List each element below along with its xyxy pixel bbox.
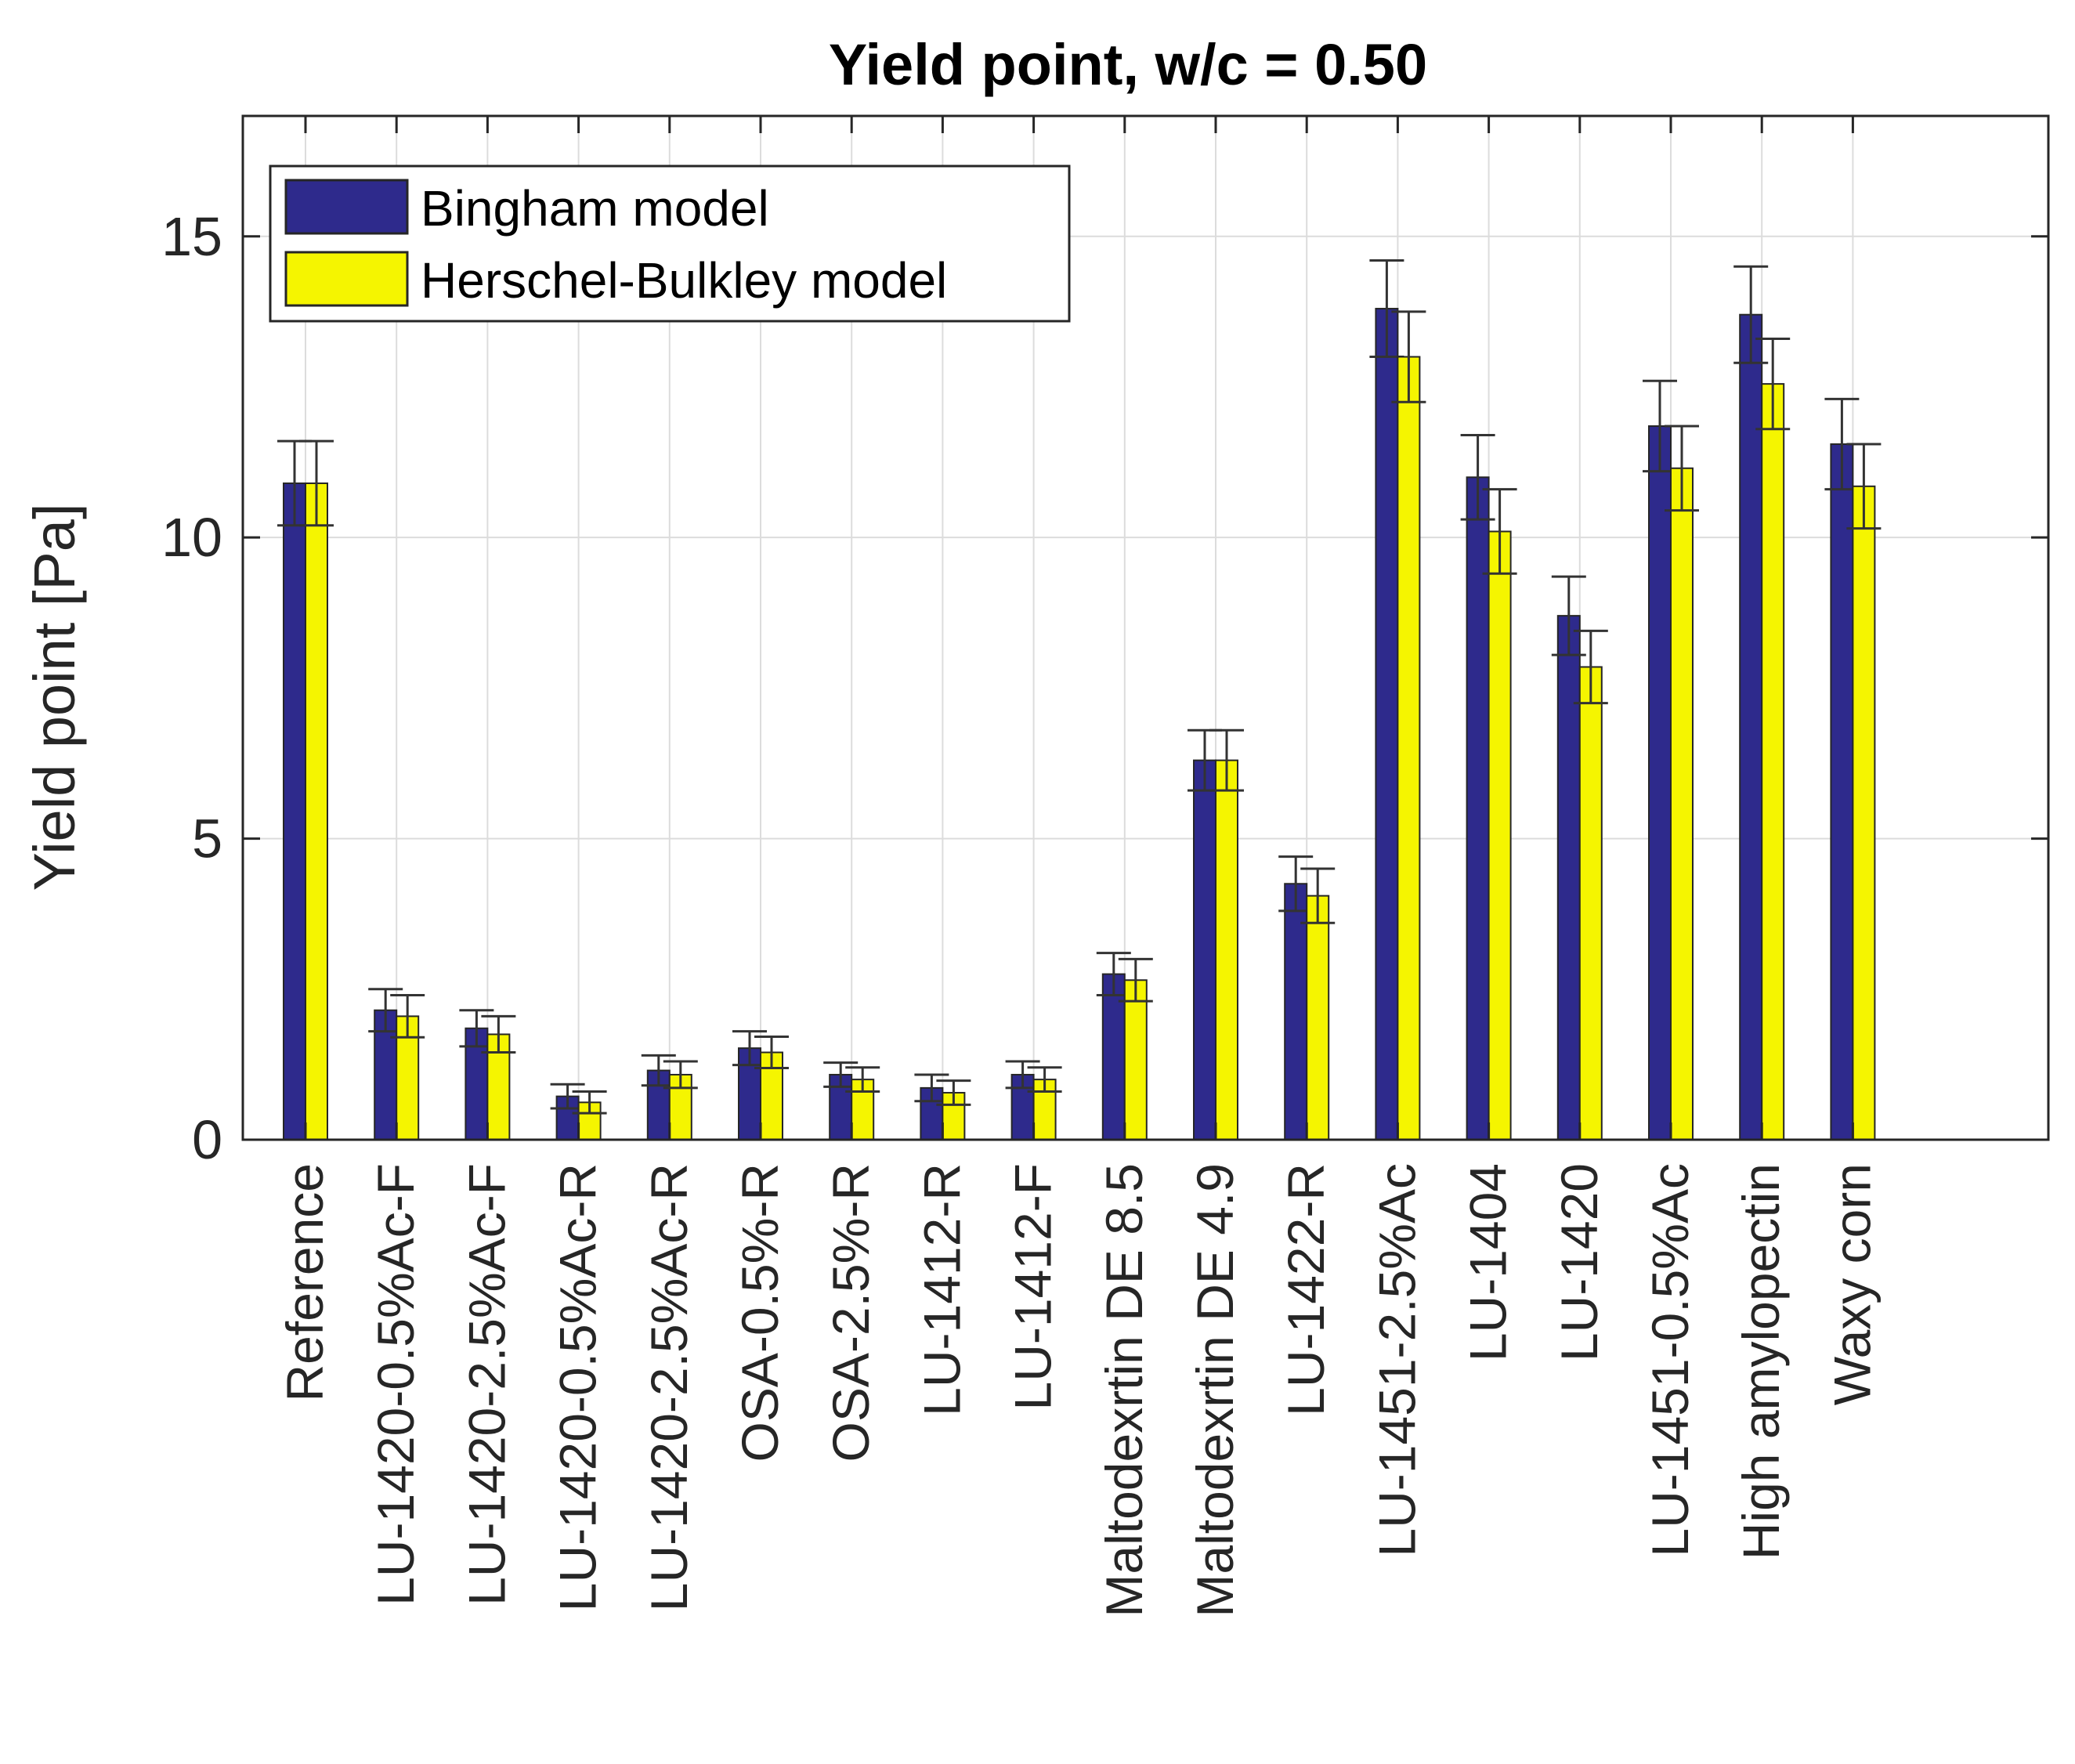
bar-bingham [1648, 425, 1672, 1140]
y-tick-label: 0 [192, 1109, 222, 1170]
error-bar [390, 993, 425, 1039]
x-tick-label: LU-1420 [1550, 1163, 1608, 1361]
error-bar [754, 1036, 789, 1070]
legend-swatch-bingham [284, 179, 409, 235]
x-tick-label: Reference [276, 1163, 334, 1402]
error-bar [299, 439, 334, 527]
bar-herschel-bulkley [1670, 467, 1694, 1140]
x-tick-label: LU-1420-2.5%Ac-R [640, 1163, 698, 1611]
legend-label-herschel-bulkley: Herschel-Bulkley model [421, 252, 947, 309]
x-tick-label: OSA-0.5%-R [731, 1163, 789, 1462]
x-tick-label: LU-1412-R [913, 1163, 971, 1416]
x-tick-label: High amylopectin [1732, 1163, 1790, 1560]
bar-herschel-bulkley [305, 482, 328, 1140]
error-bar [1733, 265, 1769, 364]
y-axis-label: Yield point [Pa] [22, 503, 87, 891]
error-bar [1482, 488, 1517, 575]
legend: Bingham model Herschel-Bulkley model [269, 164, 1071, 323]
error-bar [1573, 629, 1608, 705]
error-bar [1846, 443, 1882, 530]
axes-box [241, 114, 2050, 1141]
error-bar [1460, 433, 1495, 521]
x-tick-label: LU-1422-R [1277, 1163, 1335, 1416]
error-bar [936, 1079, 971, 1106]
x-tick-label: LU-1451-2.5%Ac [1368, 1163, 1426, 1557]
error-bar [1027, 1066, 1062, 1093]
bar-bingham [555, 1095, 580, 1140]
error-bar [1300, 867, 1336, 924]
error-bar [572, 1090, 607, 1115]
x-tick-label: LU-1451-0.5%Ac [1641, 1163, 1699, 1557]
bar-bingham [283, 482, 306, 1140]
bar-herschel-bulkley [1852, 485, 1876, 1140]
error-bar [663, 1060, 698, 1090]
y-tick-label: 5 [192, 808, 222, 869]
error-bar [1209, 728, 1244, 792]
error-bar [1391, 310, 1426, 403]
x-tick-label: OSA-2.5%-R [822, 1163, 880, 1462]
x-tick-label: Waxy corn [1823, 1163, 1881, 1405]
bar-bingham [1830, 443, 1854, 1140]
bar-herschel-bulkley [1761, 383, 1785, 1140]
bar-bingham [1375, 308, 1399, 1140]
bar-bingham [1556, 615, 1581, 1140]
bar-herschel-bulkley [1488, 530, 1512, 1140]
bar-herschel-bulkley [1123, 979, 1148, 1140]
y-tick-label: 10 [161, 507, 222, 568]
error-bar [481, 1014, 516, 1054]
axes-layer [241, 114, 2050, 1141]
bar-herschel-bulkley [1215, 759, 1238, 1140]
bar-bingham [1101, 973, 1126, 1140]
bar-bingham [1739, 313, 1763, 1140]
ticks-layer: 0 5 10 15 Reference LU-1420-0.5%Ac-F LU-1420-2… [161, 206, 1881, 1618]
bar-bingham [1466, 476, 1490, 1140]
x-tick-label: LU-1420-2.5%Ac-F [457, 1163, 515, 1606]
bar-herschel-bulkley [1306, 895, 1330, 1140]
x-tick-label: Maltodexrtin DE 4.9 [1186, 1163, 1244, 1618]
error-bar [1551, 575, 1586, 656]
legend-label-bingham: Bingham model [421, 180, 769, 237]
error-bar [1665, 425, 1699, 512]
x-tick-label: LU-1420-0.5%Ac-F [367, 1163, 425, 1606]
error-bar [1755, 337, 1791, 431]
chart-title: Yield point, w/c = 0.50 [829, 32, 1427, 97]
x-tick-label: LU-1412-F [1004, 1163, 1062, 1410]
error-bar [1118, 957, 1153, 1003]
error-bar [845, 1066, 880, 1093]
x-tick-label: LU-1420-0.5%Ac-R [549, 1163, 607, 1611]
legend-swatch-herschel-bulkley [284, 251, 409, 307]
bar-herschel-bulkley [1578, 666, 1603, 1140]
y-tick-label: 15 [161, 206, 222, 267]
x-tick-label: LU-1404 [1459, 1163, 1517, 1361]
bar-herschel-bulkley [1397, 356, 1421, 1140]
x-tick-label: Maltodexrtin DE 8.5 [1095, 1163, 1153, 1618]
bar-bingham [1193, 759, 1216, 1140]
